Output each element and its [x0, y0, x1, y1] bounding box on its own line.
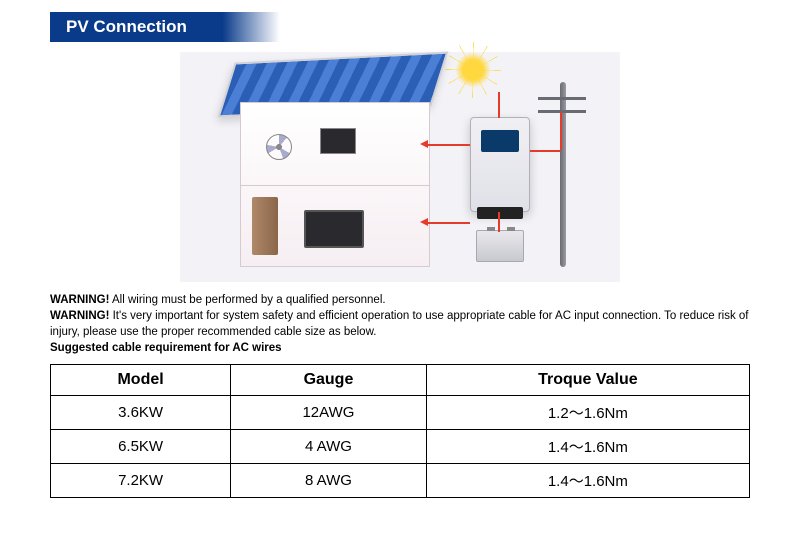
- warning-label: WARNING!: [50, 310, 109, 322]
- computer-icon: [320, 128, 356, 154]
- cell-gauge: 4 AWG: [231, 430, 427, 464]
- wire: [560, 112, 562, 150]
- warning-line-1: WARNING! All wiring must be performed by…: [50, 292, 750, 308]
- suggested-title: Suggested cable requirement for AC wires: [50, 340, 750, 356]
- wire: [428, 222, 470, 224]
- table-row: 3.6KW 12AWG 1.2～1.6Nm: [51, 396, 750, 430]
- wire-arrow-icon: [420, 218, 428, 226]
- cell-torque: 1.2～1.6Nm: [426, 396, 749, 430]
- pole-crossarm: [538, 97, 586, 100]
- battery-icon: [476, 230, 524, 262]
- wire: [498, 92, 500, 118]
- cell-gauge: 8 AWG: [231, 464, 427, 498]
- fridge-icon: [252, 197, 278, 255]
- col-gauge: Gauge: [231, 365, 427, 396]
- table-row: 6.5KW 4 AWG 1.4～1.6Nm: [51, 430, 750, 464]
- inverter-icon: [470, 117, 530, 212]
- sun-icon: [455, 52, 491, 88]
- cell-model: 7.2KW: [51, 464, 231, 498]
- fan-icon: [266, 134, 292, 160]
- cell-torque: 1.4～1.6Nm: [426, 430, 749, 464]
- wire: [498, 212, 500, 232]
- warning-text: It's very important for system safety an…: [50, 310, 749, 338]
- cell-model: 3.6KW: [51, 396, 231, 430]
- cable-table: Model Gauge Troque Value 3.6KW 12AWG 1.2…: [50, 364, 750, 498]
- warning-block: WARNING! All wiring must be performed by…: [50, 292, 750, 356]
- cell-gauge: 12AWG: [231, 396, 427, 430]
- cell-model: 6.5KW: [51, 430, 231, 464]
- warning-line-2: WARNING! It's very important for system …: [50, 308, 750, 340]
- cell-torque: 1.4～1.6Nm: [426, 464, 749, 498]
- pole-crossarm: [538, 110, 586, 113]
- wire: [530, 150, 560, 152]
- wire: [428, 144, 470, 146]
- table-header-row: Model Gauge Troque Value: [51, 365, 750, 396]
- tv-icon: [304, 210, 364, 248]
- col-model: Model: [51, 365, 231, 396]
- floor-divider: [241, 185, 429, 186]
- pv-connection-diagram: [180, 52, 620, 282]
- warning-label: WARNING!: [50, 294, 109, 306]
- col-torque: Troque Value: [426, 365, 749, 396]
- section-header: PV Connection: [50, 12, 280, 42]
- warning-text: All wiring must be performed by a qualif…: [109, 294, 385, 306]
- wire-arrow-icon: [420, 140, 428, 148]
- suggested-text: Suggested cable requirement for AC wires: [50, 342, 282, 354]
- table-row: 7.2KW 8 AWG 1.4～1.6Nm: [51, 464, 750, 498]
